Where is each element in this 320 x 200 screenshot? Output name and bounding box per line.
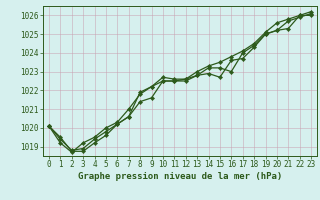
X-axis label: Graphe pression niveau de la mer (hPa): Graphe pression niveau de la mer (hPa) bbox=[78, 172, 282, 181]
